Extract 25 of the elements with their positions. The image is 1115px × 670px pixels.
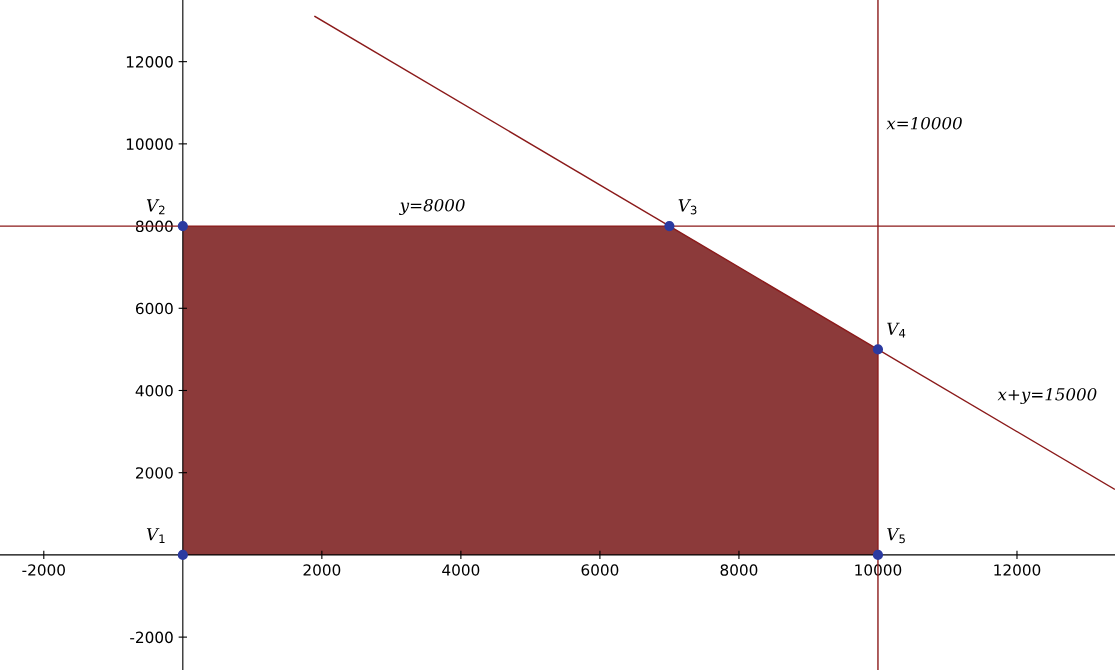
x-tick-label: -2000 bbox=[22, 564, 65, 576]
y-tick-label: 2000 bbox=[136, 467, 173, 479]
y-tick-label: 4000 bbox=[135, 384, 173, 397]
point bbox=[872, 344, 884, 355]
point bbox=[872, 549, 884, 560]
annotation: V$_{2}$ bbox=[146, 199, 165, 215]
annotation: y=8000 bbox=[399, 198, 465, 215]
y-tick-label: 6000 bbox=[135, 302, 173, 315]
y-tick-label: 12000 bbox=[126, 56, 173, 68]
x-tick-label: 8000 bbox=[720, 564, 758, 576]
annotation: V$_{5}$ bbox=[887, 528, 905, 544]
point bbox=[664, 220, 675, 232]
x-tick-label: 6000 bbox=[581, 564, 619, 576]
x-tick-label: 12000 bbox=[994, 564, 1041, 576]
y-tick-label: -2000 bbox=[130, 631, 173, 644]
point bbox=[177, 220, 188, 232]
annotation: V$_{4}$ bbox=[887, 322, 906, 338]
point bbox=[177, 549, 188, 560]
y-tick-label: 10000 bbox=[126, 138, 173, 150]
annotation: V$_{3}$ bbox=[678, 199, 697, 215]
x-tick-label: 2000 bbox=[303, 564, 341, 576]
annotation: x+y=15000 bbox=[997, 387, 1097, 405]
x-tick-label: 4000 bbox=[442, 564, 480, 576]
annotation: V$_{1}$ bbox=[146, 528, 165, 544]
annotation: x=10000 bbox=[886, 116, 962, 130]
